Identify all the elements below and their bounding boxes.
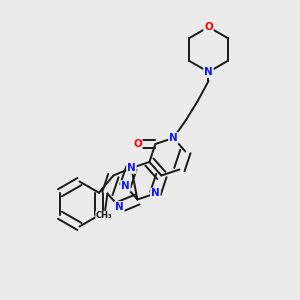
Text: N: N (151, 188, 160, 199)
Text: N: N (115, 202, 124, 212)
Text: O: O (133, 139, 142, 149)
Text: N: N (204, 67, 213, 77)
Text: N: N (127, 163, 136, 173)
Text: N: N (121, 181, 130, 191)
Text: O: O (204, 22, 213, 32)
Text: CH₃: CH₃ (96, 212, 113, 220)
Text: N: N (169, 133, 178, 143)
